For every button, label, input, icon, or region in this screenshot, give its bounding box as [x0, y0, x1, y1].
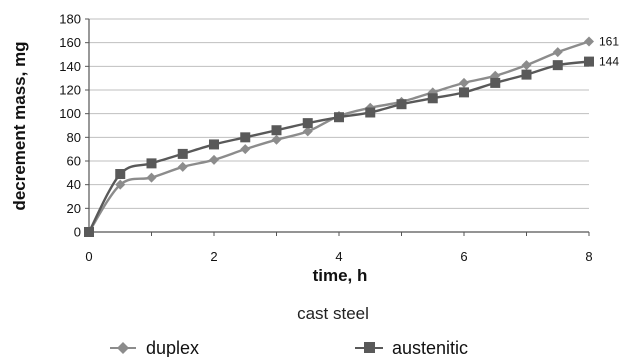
- axes: [85, 18, 590, 236]
- point-austenitic-6: [459, 87, 469, 98]
- y-tick-label-120: 120: [59, 83, 81, 98]
- series-austenitic: [84, 56, 594, 237]
- point-austenitic-4: [334, 112, 344, 123]
- y-tick-label-100: 100: [59, 106, 81, 121]
- y-tick-label-20: 20: [67, 201, 81, 216]
- point-duplex-2.5: [240, 144, 251, 155]
- y-tick-label-40: 40: [67, 177, 81, 192]
- y-tick-label-60: 60: [67, 154, 81, 169]
- point-duplex-7: [521, 60, 532, 71]
- point-duplex-7.5: [552, 47, 563, 58]
- y-tick-label-0: 0: [74, 225, 81, 240]
- point-austenitic-3: [271, 125, 282, 136]
- point-duplex-3.5: [302, 126, 313, 137]
- x-tick-label-2: 2: [210, 249, 217, 264]
- point-duplex-1: [146, 172, 157, 183]
- point-austenitic-5.5: [427, 93, 438, 104]
- end-label-duplex: 161: [599, 34, 619, 48]
- series-layer: [84, 36, 594, 237]
- point-duplex-6: [459, 77, 469, 88]
- point-austenitic-4.5: [365, 107, 376, 118]
- end-labels: 161 144: [599, 34, 619, 68]
- point-duplex-3: [271, 134, 282, 145]
- point-duplex-2: [209, 154, 219, 165]
- y-tick-label-180: 180: [59, 12, 81, 27]
- point-duplex-8: [584, 36, 594, 47]
- point-austenitic-1.5: [177, 148, 188, 159]
- point-duplex-0.5: [115, 179, 126, 190]
- x-axis-label: time, h: [313, 266, 368, 285]
- legend-label-austenitic: austenitic: [392, 338, 468, 357]
- series-line-austenitic: [87, 60, 590, 233]
- y-tick-label-160: 160: [59, 35, 81, 50]
- legend-marker-austenitic: [364, 342, 375, 353]
- x-tick-label-0: 0: [85, 249, 92, 264]
- point-austenitic-2: [209, 139, 219, 150]
- point-austenitic-5: [396, 99, 407, 110]
- legend: duplex austenitic: [110, 338, 468, 357]
- point-austenitic-6.5: [490, 77, 501, 88]
- point-duplex-1.5: [177, 161, 188, 172]
- legend-item-duplex: duplex: [110, 338, 199, 357]
- y-tick-label-140: 140: [59, 59, 81, 74]
- point-austenitic-0: [84, 227, 94, 237]
- legend-item-austenitic: austenitic: [355, 338, 468, 357]
- point-austenitic-0.5: [115, 169, 126, 180]
- y-tick-label-80: 80: [67, 130, 81, 145]
- legend-marker-duplex: [117, 342, 129, 354]
- chart-caption: cast steel: [297, 304, 369, 323]
- point-austenitic-2.5: [240, 132, 251, 143]
- end-label-austenitic: 144: [599, 55, 619, 69]
- point-austenitic-8: [584, 56, 594, 67]
- x-tick-label-8: 8: [585, 249, 592, 264]
- tick-labels: 0 20 40 60 80 100 120 140 160 180 0 2 4 6 8: [59, 12, 592, 265]
- point-austenitic-7: [521, 69, 532, 80]
- point-austenitic-1: [146, 158, 157, 169]
- x-tick-label-4: 4: [335, 249, 342, 264]
- point-austenitic-7.5: [552, 60, 563, 71]
- point-austenitic-3.5: [302, 118, 313, 129]
- y-axis-label: decrement mass, mg: [10, 41, 29, 210]
- x-tick-label-6: 6: [460, 249, 467, 264]
- series-line-duplex: [87, 40, 590, 233]
- legend-label-duplex: duplex: [146, 338, 199, 357]
